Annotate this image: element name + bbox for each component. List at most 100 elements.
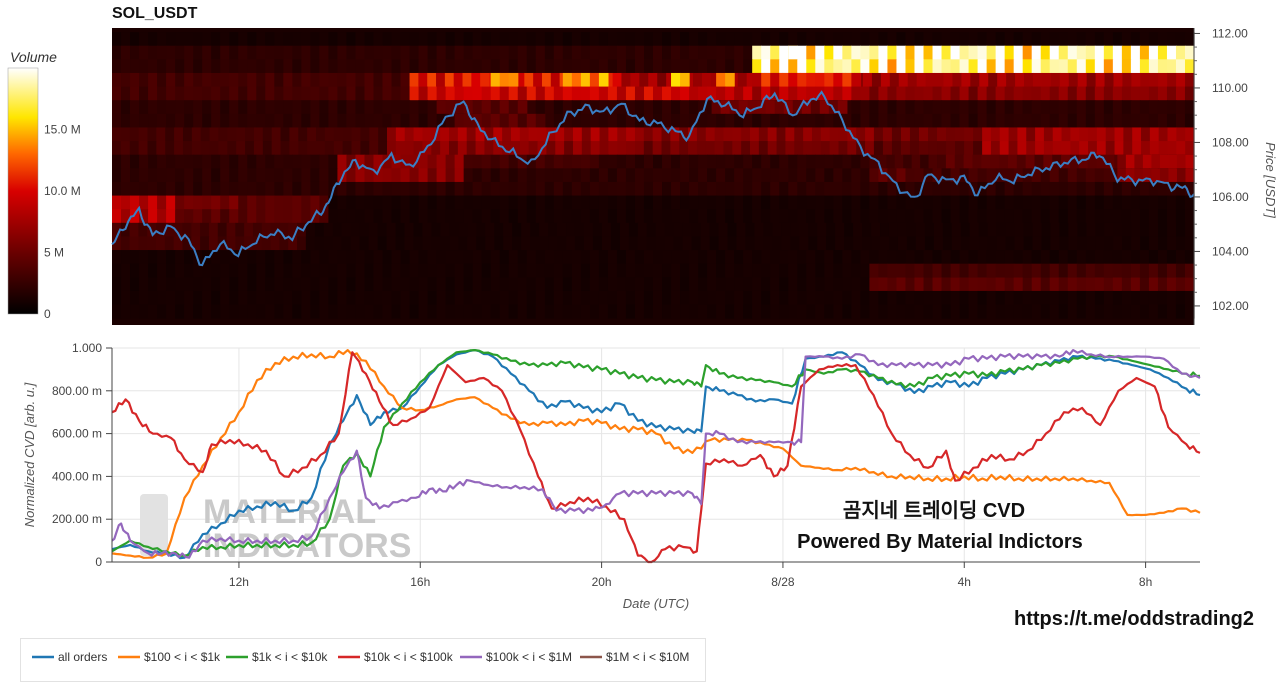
heatmap-cell <box>637 236 648 251</box>
heatmap-cell <box>121 86 131 101</box>
heatmap-cell <box>877 154 887 169</box>
heatmap-cell <box>810 100 821 115</box>
heatmap-cell <box>316 127 326 142</box>
heatmap-cell <box>698 209 708 224</box>
heatmap-cell <box>301 45 311 60</box>
heatmap-cell <box>265 45 275 60</box>
heatmap-cell <box>346 45 357 60</box>
heatmap-cell <box>1049 195 1060 210</box>
heatmap-cell <box>1184 59 1195 74</box>
heatmap-cell <box>562 195 573 210</box>
heatmap-cell <box>1166 209 1177 224</box>
heatmap-cell <box>1076 168 1087 183</box>
heatmap-cell <box>865 127 875 142</box>
heatmap-cell <box>1067 32 1078 47</box>
heatmap-cell <box>811 127 822 142</box>
heatmap-cell <box>1022 209 1033 224</box>
heatmap-cell <box>779 86 789 101</box>
heatmap-cell <box>413 141 424 156</box>
heatmap-cell <box>752 290 762 305</box>
heatmap-cell <box>671 154 681 169</box>
heatmap-cell <box>653 181 663 196</box>
heatmap-cell <box>1141 127 1151 142</box>
footer-link[interactable]: https://t.me/oddstrading2 <box>1014 608 1254 630</box>
heatmap-cell <box>283 72 293 87</box>
heatmap-cell <box>467 222 477 237</box>
heatmap-cell <box>1032 222 1043 237</box>
heatmap-cell <box>860 277 870 292</box>
heatmap-cell <box>1043 154 1053 169</box>
heatmap-cell <box>449 141 459 156</box>
heatmap-cell <box>400 100 411 115</box>
heatmap-cell <box>1139 45 1150 60</box>
heatmap-cell <box>1121 263 1132 278</box>
cvd-x-tick-label: 12h <box>229 575 249 589</box>
heatmap-cell <box>734 209 744 224</box>
heatmap-cell <box>806 86 816 101</box>
heatmap-cell <box>707 45 717 60</box>
heatmap-cell <box>1076 290 1087 305</box>
heatmap-cell <box>923 59 934 74</box>
heatmap-cell <box>797 59 807 74</box>
heatmap-cell <box>1085 277 1096 292</box>
heatmap-cell <box>346 168 357 183</box>
heatmap-cell <box>860 290 870 305</box>
heatmap-cell <box>427 195 438 210</box>
heatmap-cell <box>550 72 561 87</box>
heatmap-cell <box>229 290 239 305</box>
heatmap-cell <box>1125 154 1135 169</box>
heatmap-cell <box>725 168 735 183</box>
heatmap-cell <box>887 195 898 210</box>
heatmap-cell <box>166 250 176 265</box>
cvd-y-tick-label: 200.00 m <box>52 512 102 526</box>
heatmap-cell <box>788 195 798 210</box>
heatmap-cell <box>391 250 402 265</box>
heatmap-cell <box>754 236 764 251</box>
heatmap-cell <box>535 195 546 210</box>
heatmap-cell <box>969 222 980 237</box>
heatmap-cell <box>725 72 735 87</box>
heatmap-cell <box>386 236 397 251</box>
heatmap-cell <box>887 113 898 128</box>
heatmap-cell <box>1005 222 1016 237</box>
heatmap-cell <box>1076 100 1087 115</box>
heatmap-cell <box>274 59 284 74</box>
heatmap-cell <box>1013 181 1024 196</box>
heatmap-cell <box>680 86 690 101</box>
heatmap-cell <box>923 277 934 292</box>
heatmap-cell <box>526 32 537 47</box>
heatmap-cell <box>689 45 699 60</box>
heatmap-cell <box>1176 236 1186 251</box>
heatmap-cell <box>341 222 352 237</box>
heatmap-cell <box>803 141 813 156</box>
heatmap-cell <box>1049 181 1060 196</box>
heatmap-cell <box>878 181 889 196</box>
heatmap-cell <box>1176 154 1187 169</box>
heatmap-cell <box>806 263 816 278</box>
heatmap-cell <box>634 32 645 47</box>
heatmap-cell <box>783 100 794 115</box>
heatmap-cell <box>598 113 609 128</box>
heatmap-cell <box>986 181 997 196</box>
heatmap-cell <box>175 86 185 101</box>
heatmap-cell <box>1025 154 1036 169</box>
heatmap-cell <box>539 222 549 237</box>
heatmap-cell <box>235 236 245 251</box>
heatmap-cell <box>1112 59 1123 74</box>
heatmap-cell <box>395 141 406 156</box>
heatmap-cell <box>553 290 564 305</box>
heatmap-cell <box>382 100 393 115</box>
heatmap-cell <box>725 59 735 74</box>
heatmap-cell <box>968 290 979 305</box>
heatmap-cell <box>725 277 735 292</box>
heatmap-cell <box>1103 181 1114 196</box>
heatmap-cell <box>1085 113 1096 128</box>
heatmap-cell <box>934 72 945 87</box>
heatmap-cell <box>156 236 166 251</box>
heatmap-cell <box>202 195 212 210</box>
heatmap-cell <box>932 45 943 60</box>
heatmap-cell <box>1175 195 1186 210</box>
heatmap-cell <box>409 32 420 47</box>
heatmap-cell <box>229 45 239 60</box>
heatmap-cell <box>247 209 257 224</box>
